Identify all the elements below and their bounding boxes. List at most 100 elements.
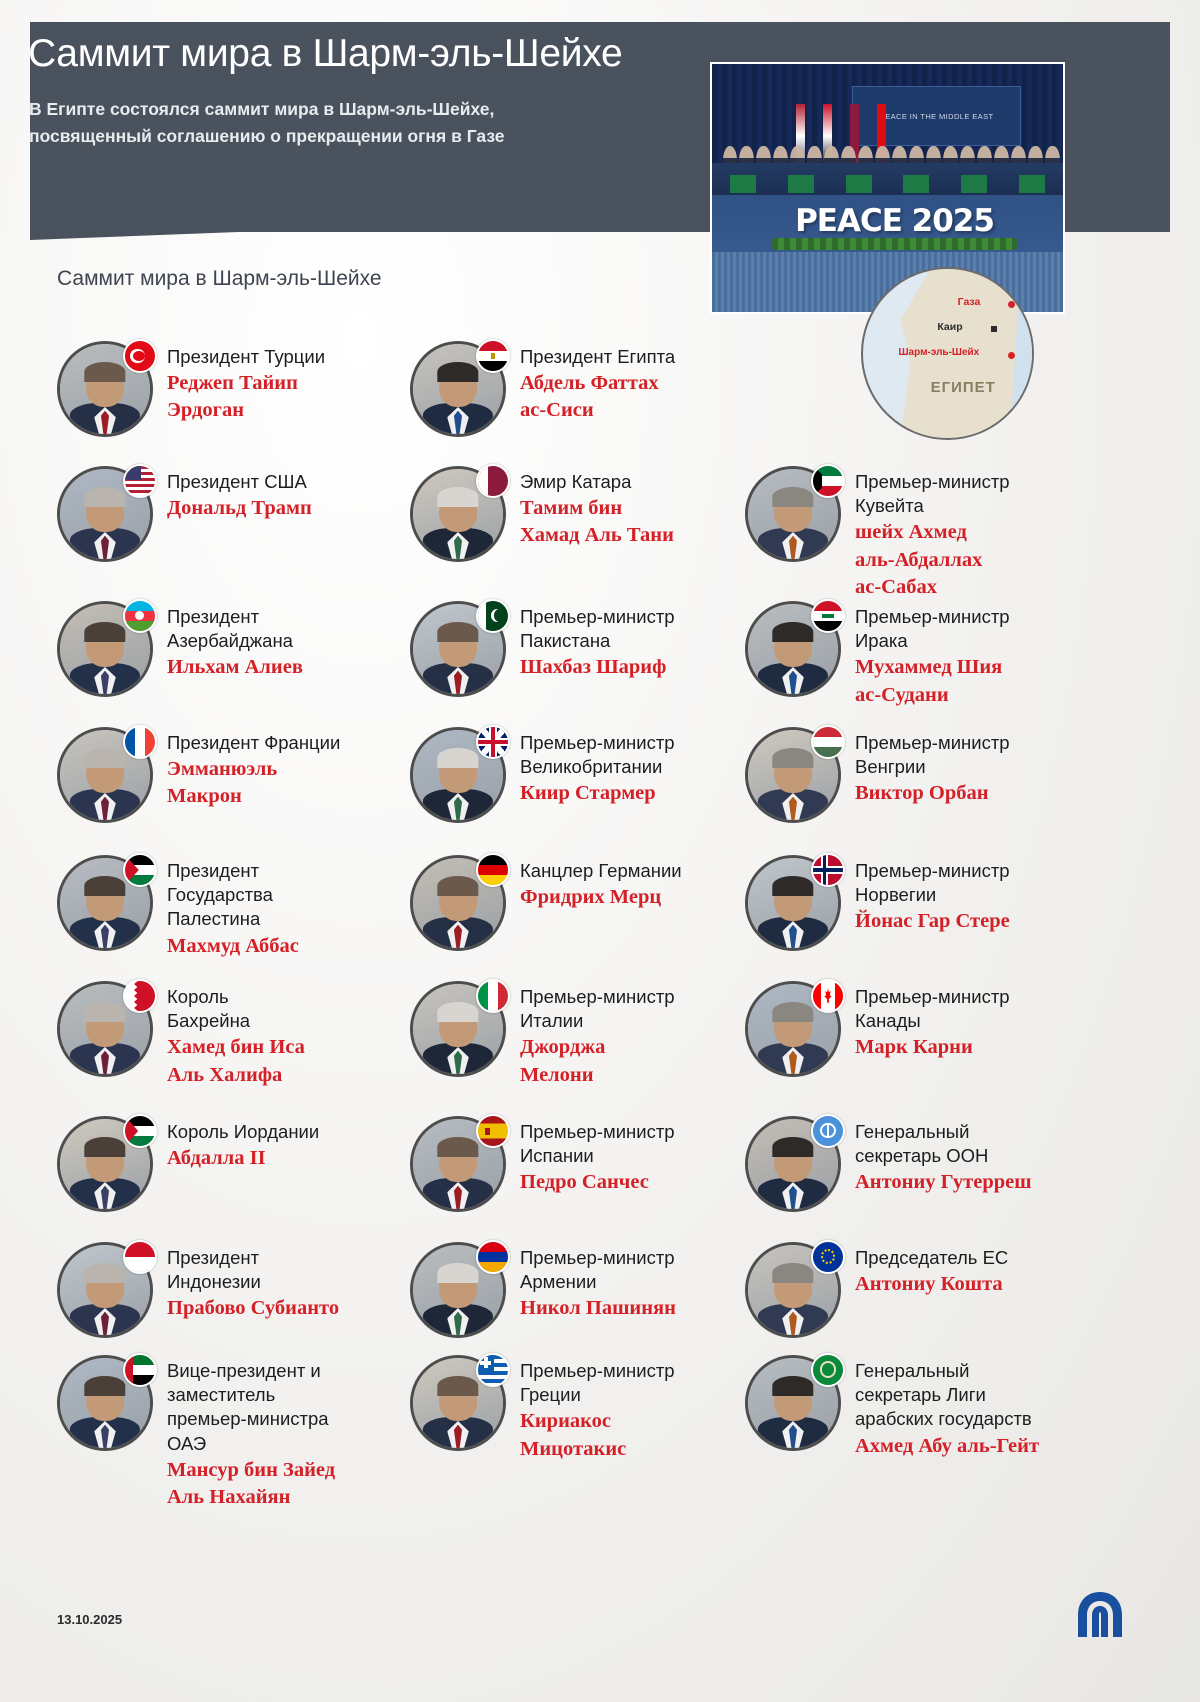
leader-card-orban: Премьер-министр Венгрии Виктор Орбан [745,725,1045,823]
leader-name: Мухаммед Шия ас-Судани [855,656,1003,706]
leader-card-store: Премьер-министр Норвегии Йонас Гар Стере [745,853,1045,951]
leader-name: Ильхам Алиев [167,656,303,679]
leader-name: Киир Стармер [520,782,656,805]
avatar-wrap-starmer [410,725,510,823]
leader-name: Антониу Гутерреш [855,1171,1032,1194]
flag-icon-iraq [811,599,845,633]
avatar-wrap-subianto [57,1240,157,1338]
leader-name: Виктор Орбан [855,782,989,805]
leader-card-aliyev: Президент Азербайджана Ильхам Алиев [57,599,357,697]
flag-icon-pakistan [476,599,510,633]
leader-name: шейх Ахмед аль-Абдаллах ас-Сабах [855,521,983,598]
leader-name: Педро Санчес [520,1171,649,1194]
leader-text: Премьер-министр Великобритании Киир Старм… [520,727,675,808]
leader-role: Король Иордании [167,1121,320,1142]
flag-icon-norway [811,853,845,887]
avatar-wrap-orban [745,725,845,823]
map-dot-sharm [1008,351,1016,359]
leader-text: Президент Египта Абдель Фаттах ас-Сиси [520,341,675,425]
avatar-wrap-costa [745,1240,845,1338]
summit-photo: PEACE IN THE MIDDLE EAST PEACE 2025 [710,62,1065,314]
leader-name: Марк Карни [855,1036,973,1059]
map-label-cairo: Каир [937,321,963,334]
leader-text: Премьер-министр Кувейта шейх Ахмед аль-Аб… [855,466,1010,601]
leader-text: Король Бахрейна Хамед бин Иса Аль Халифа [167,981,305,1089]
avatar-wrap-abbas [57,853,157,951]
leader-name: Хамед бин Иса Аль Халифа [167,1036,305,1086]
avatar [57,727,153,823]
photo-flag-row [796,103,1042,169]
leader-card-mitsotakis: Премьер-министр Греции Кириакос Мицотакис [410,1353,710,1463]
leader-card-meloni: Премьер-министр Италии Джорджа Мелони [410,979,710,1089]
avatar-wrap-pashinyan [410,1240,510,1338]
avatar [57,466,153,562]
map-label-gaza: Газа [957,296,981,309]
leader-name: Абдель Фаттах ас-Сиси [520,372,659,422]
leader-role: Премьер-министр Пакистана [520,606,675,652]
leader-text: Президент Азербайджана Ильхам Алиев [167,601,303,682]
leader-name: Махмуд Аббас [167,934,299,957]
avatar-wrap-merz [410,853,510,951]
leader-role: Король Бахрейна [167,986,251,1032]
leader-role: Генеральный секретарь Лиги арабских госу… [855,1360,1032,1430]
section-heading: Саммит мира в Шарм-эль-Шейхе [57,267,382,290]
leader-card-abbas: Президент Государства Палестина Махмуд Аб… [57,853,357,960]
map-dot-gaza [1008,301,1016,309]
leader-card-carney: Премьер-министр Канады Марк Карни [745,979,1045,1077]
leader-role: Премьер-министр Великобритании [520,732,675,778]
avatar [57,855,153,951]
leader-role: Председатель ЕС [855,1247,1009,1268]
leader-card-sisi: Президент Египта Абдель Фаттах ас-Сиси [410,339,710,437]
leader-text: Премьер-министр Испании Педро Санчес [520,1116,675,1197]
leader-card-merz: Канцлер Германии Фридрих Мерц [410,853,710,951]
leader-role: Президент Франции [167,732,341,753]
avatar-wrap-hamad [57,979,157,1077]
avatar [745,1355,841,1451]
flag-icon-azerbaijan [123,599,157,633]
photo-screen-text: PEACE IN THE MIDDLE EAST [879,111,994,121]
leader-text: Премьер-министр Канады Марк Карни [855,981,1010,1062]
leader-role: Эмир Катара [520,471,632,492]
flag-icon-canada [811,979,845,1013]
flag-icon-palestine [123,853,157,887]
leader-name: Джорджа Мелони [520,1036,606,1086]
avatar-wrap-store [745,853,845,951]
flag-icon-usa [123,464,157,498]
leader-role: Канцлер Германии [520,860,682,881]
flag-icon-egypt [476,339,510,373]
leader-card-guterres: Генеральный секретарь ООН Антониу Гутерре… [745,1114,1045,1212]
leader-name: Фридрих Мерц [520,886,662,909]
leader-text: Король Иордании Абдалла II [167,1116,319,1172]
leader-role: Генеральный секретарь ООН [855,1121,989,1167]
flag-icon-bahrain [123,979,157,1013]
leader-role: Премьер-министр Кувейта [855,471,1010,517]
leader-name: Кириакос Мицотакис [520,1410,627,1460]
flag-icon-turkey [123,339,157,373]
avatar [410,1355,506,1451]
avatar [745,855,841,951]
leader-text: Премьер-министр Армении Никол Пашинян [520,1242,676,1323]
leader-name: Шахбаз Шариф [520,656,667,679]
leader-name: Йонас Гар Стере [855,910,1010,933]
leader-role: Президент Азербайджана [167,606,293,652]
avatar-wrap-aboulgheit [745,1353,845,1451]
page-title: Саммит мира в Шарм-эль-Шейхе [28,32,623,75]
leader-text: Премьер-министр Норвегии Йонас Гар Стере [855,855,1010,936]
leader-name: Тамим бин Хамад Аль Тани [520,497,674,547]
leader-card-subianto: Президент Индонезии Прабово Субианто [57,1240,357,1338]
flag-icon-germany [476,853,510,887]
leader-role: Президент Египта [520,346,676,367]
leader-role: Премьер-министр Канады [855,986,1010,1032]
leader-name: Антониу Кошта [855,1273,1003,1296]
leader-card-trump: Президент США Дональд Трамп [57,464,357,562]
leader-card-starmer: Премьер-министр Великобритании Киир Старм… [410,725,710,823]
leader-card-aboulgheit: Генеральный секретарь Лиги арабских госу… [745,1353,1045,1460]
flag-icon-armenia [476,1240,510,1274]
leader-name: Ахмед Абу аль-Гейт [855,1434,1040,1457]
leader-role: Премьер-министр Италии [520,986,675,1032]
avatar-wrap-sharif [410,599,510,697]
leader-text: Премьер-министр Венгрии Виктор Орбан [855,727,1010,808]
photo-stage-text: PEACE 2025 [795,203,995,240]
leader-card-costa: Председатель ЕС Антониу Кошта [745,1240,1045,1338]
